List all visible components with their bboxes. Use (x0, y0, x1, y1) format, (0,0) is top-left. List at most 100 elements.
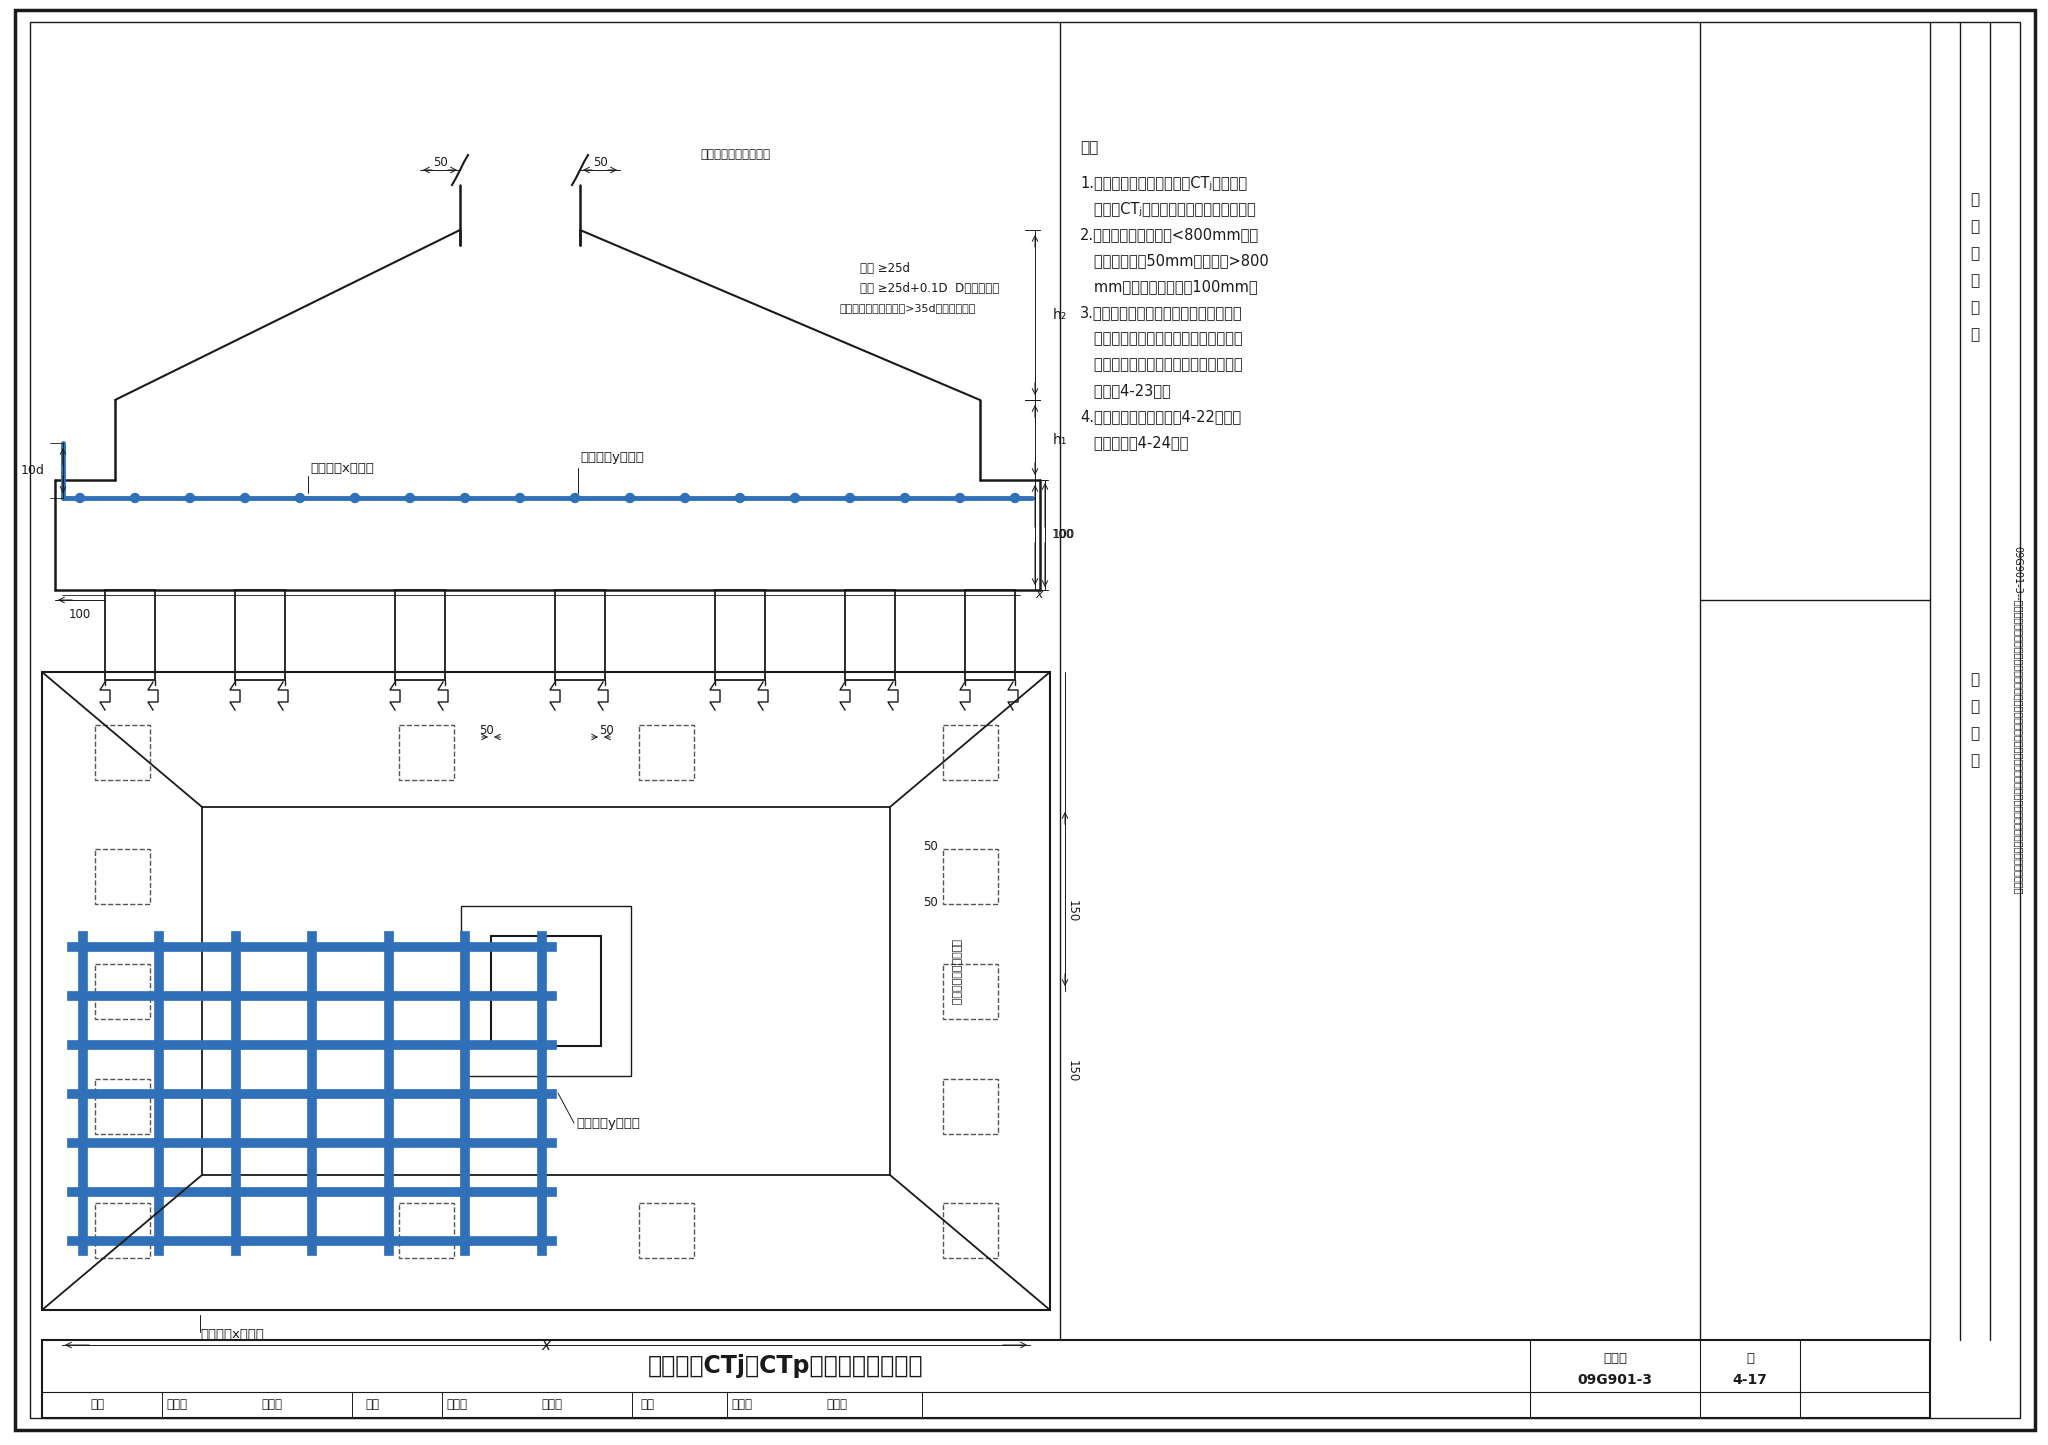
Text: 台: 台 (1970, 753, 1980, 769)
Bar (385, 931, 393, 1256)
Bar (94, 1204, 150, 1259)
Text: 100: 100 (70, 608, 90, 621)
Text: 造: 造 (1970, 273, 1980, 289)
Bar (68, 1090, 555, 1098)
Bar (399, 725, 455, 780)
Bar (68, 942, 555, 951)
Circle shape (901, 494, 909, 503)
Text: 50: 50 (924, 841, 938, 854)
Text: 刘怀之: 刘怀之 (827, 1399, 848, 1412)
Text: 1.本图适用于阶形截面承台CTⱼ和坡形截: 1.本图适用于阶形截面承台CTⱼ和坡形截 (1079, 175, 1247, 189)
Text: 50: 50 (598, 724, 612, 737)
Text: 矩形承台y向配筋: 矩形承台y向配筋 (580, 451, 643, 464)
Circle shape (846, 494, 854, 503)
Text: 方桩 ≥25d: 方桩 ≥25d (860, 262, 909, 275)
Bar (715, 590, 766, 681)
Circle shape (680, 494, 690, 503)
Text: 桩顶嵌入承台50mm；当桩径>800: 桩顶嵌入承台50mm；当桩径>800 (1079, 253, 1270, 267)
Bar (399, 1204, 455, 1259)
Text: 3.当承台之间设置防水底板且承台底板也: 3.当承台之间设置防水底板且承台底板也 (1079, 305, 1243, 319)
Text: x: x (541, 1338, 551, 1353)
Text: 矩形承台x向配筋: 矩形承台x向配筋 (201, 1328, 264, 1341)
Circle shape (406, 494, 414, 503)
Text: h₁: h₁ (1053, 434, 1067, 447)
Text: 100: 100 (1053, 529, 1075, 542)
Text: 50: 50 (432, 156, 446, 169)
Text: （构造平选设计不注）: （构造平选设计不注） (950, 939, 961, 1006)
Text: 一: 一 (1970, 192, 1980, 208)
Bar (942, 725, 997, 780)
Circle shape (956, 494, 965, 503)
Text: 4.柱与承台的连接详见第4-22页，柱: 4.柱与承台的连接详见第4-22页，柱 (1079, 409, 1241, 423)
Text: x: x (1034, 588, 1042, 601)
Bar (68, 1139, 555, 1147)
Text: 圆桩 ≥25d+0.1D  D为圆桩直径: 圆桩 ≥25d+0.1D D为圆桩直径 (860, 282, 999, 295)
Text: 09G901-3--混凝土结构施工钢筋排布规则与构造详图（筏形基础、箱形基础、地下室结构、独立基础、条形基础、桩基承台）: 09G901-3--混凝土结构施工钢筋排布规则与构造详图（筏形基础、箱形基础、地… (2013, 546, 2023, 894)
Text: 2.当桩径或桩截面边长<800mm时，: 2.当桩径或桩截面边长<800mm时， (1079, 227, 1260, 241)
Text: h₂: h₂ (1053, 308, 1067, 322)
Bar (43, 1340, 1929, 1418)
Text: 王怀元: 王怀元 (731, 1399, 752, 1412)
Bar (639, 725, 694, 780)
Text: 校对: 校对 (365, 1399, 379, 1412)
Bar (846, 590, 895, 681)
Bar (555, 590, 604, 681)
Circle shape (76, 494, 84, 503)
Text: 层详见4-23页。: 层详见4-23页。 (1079, 383, 1171, 397)
Text: 防水层，不可采用有机材料的柔性防水: 防水层，不可采用有机材料的柔性防水 (1079, 357, 1243, 371)
Text: 审核: 审核 (90, 1399, 104, 1412)
Bar (94, 1079, 150, 1134)
Text: 形: 形 (1970, 699, 1980, 714)
Text: 设计: 设计 (639, 1399, 653, 1412)
Text: 10d: 10d (20, 464, 45, 477)
Text: 构: 构 (1970, 247, 1980, 262)
Circle shape (461, 494, 469, 503)
Bar (154, 931, 164, 1256)
Text: mm时，桩顶嵌入承台100mm。: mm时，桩顶嵌入承台100mm。 (1079, 279, 1257, 293)
Text: 面承台CTⱼ，阶形截面可为单阶或多阶。: 面承台CTⱼ，阶形截面可为单阶或多阶。 (1079, 201, 1255, 215)
Text: 要求做防水层时，桩顶局部应采用刚性: 要求做防水层时，桩顶局部应采用刚性 (1079, 331, 1243, 345)
Text: 黄金叫: 黄金叫 (262, 1399, 283, 1412)
Bar (395, 590, 444, 681)
Circle shape (131, 494, 139, 503)
Bar (43, 672, 1051, 1311)
Bar (461, 906, 631, 1077)
Bar (307, 931, 315, 1256)
Text: 承: 承 (1970, 727, 1980, 741)
Text: 插筋详见第4-24页。: 插筋详见第4-24页。 (1079, 435, 1188, 449)
Circle shape (186, 494, 195, 503)
Bar (68, 1040, 555, 1049)
Circle shape (571, 494, 580, 503)
Text: 矩形承台x向配筋: 矩形承台x向配筋 (309, 461, 375, 474)
Text: （构造平选设计不注）: （构造平选设计不注） (700, 149, 770, 162)
Text: 150: 150 (1065, 900, 1079, 922)
Circle shape (516, 494, 524, 503)
Text: 矩形承台CTj、CTp底板钢筋排布构造: 矩形承台CTj、CTp底板钢筋排布构造 (649, 1354, 924, 1379)
Bar (942, 1079, 997, 1134)
Text: 50: 50 (479, 724, 494, 737)
Bar (94, 725, 150, 780)
Text: 50: 50 (924, 896, 938, 909)
Bar (942, 1204, 997, 1259)
Bar (68, 1235, 555, 1246)
Text: 09G901-3: 09G901-3 (1577, 1373, 1653, 1387)
Text: 注：: 注： (1079, 140, 1098, 155)
Text: 页: 页 (1747, 1351, 1753, 1364)
Bar (68, 1186, 555, 1196)
Text: 张工文: 张工文 (446, 1399, 467, 1412)
Text: 矩形承台y向配筋: 矩形承台y向配筋 (575, 1117, 639, 1130)
Bar (236, 590, 285, 681)
Text: 要: 要 (1970, 301, 1980, 315)
Text: 矩: 矩 (1970, 672, 1980, 688)
Circle shape (350, 494, 360, 503)
Bar (942, 850, 997, 905)
Text: 4-17: 4-17 (1733, 1373, 1767, 1387)
Text: 般: 般 (1970, 220, 1980, 234)
Circle shape (1010, 494, 1020, 503)
Text: 图集号: 图集号 (1604, 1351, 1626, 1364)
Circle shape (791, 494, 799, 503)
Circle shape (295, 494, 305, 503)
Text: 求: 求 (1970, 328, 1980, 342)
Bar (231, 931, 240, 1256)
Bar (68, 991, 555, 1000)
